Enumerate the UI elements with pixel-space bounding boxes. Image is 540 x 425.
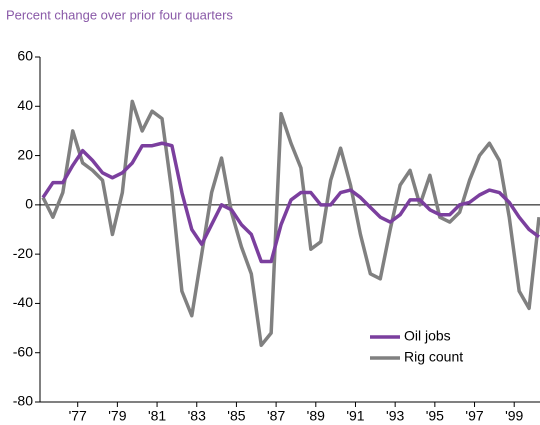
y-tick-label: 20	[17, 146, 33, 162]
x-tick-label: '85	[227, 408, 245, 424]
x-tick-label: '77	[69, 408, 87, 424]
x-tick-label: '79	[108, 408, 126, 424]
x-tick-label: '87	[267, 408, 285, 424]
series-line	[41, 141, 540, 264]
y-tick-label: 40	[17, 97, 33, 113]
y-tick-label: -20	[13, 245, 33, 261]
chart-title: Percent change over prior four quarters	[6, 7, 233, 22]
y-tick-label: -60	[13, 343, 33, 359]
series-line	[41, 99, 540, 348]
y-tick-label: 60	[17, 48, 33, 64]
y-tick-label: -40	[13, 294, 33, 310]
x-tick-label: '91	[346, 408, 364, 424]
y-tick-label: -80	[13, 393, 33, 409]
x-tick-label: '81	[148, 408, 166, 424]
x-tick-label: '97	[465, 408, 483, 424]
x-tick-label: '83	[188, 408, 206, 424]
x-tick-label: '89	[307, 408, 325, 424]
legend-label: Rig count	[404, 349, 463, 365]
x-tick-label: '99	[505, 408, 523, 424]
x-tick-label: '93	[386, 408, 404, 424]
x-tick-label: '95	[426, 408, 444, 424]
y-tick-label: 0	[25, 196, 33, 212]
legend-label: Oil jobs	[404, 328, 451, 344]
